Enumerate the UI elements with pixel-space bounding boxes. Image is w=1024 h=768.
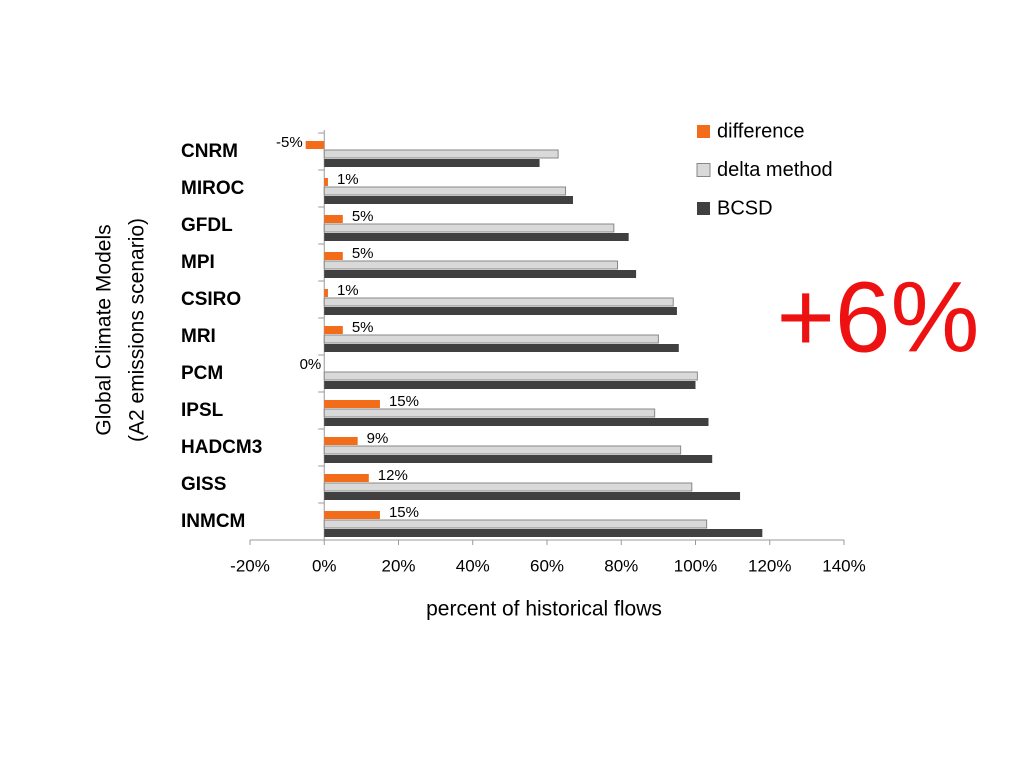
x-tick-label: 100% (674, 556, 717, 575)
bar (324, 159, 540, 167)
bar (324, 529, 763, 537)
y-tick-label: CSIRO (181, 289, 241, 310)
bar (323, 445, 682, 455)
x-tick-label: 40% (456, 556, 490, 575)
y-tick-label: MIROC (181, 178, 245, 199)
bar (324, 326, 343, 334)
bar (323, 223, 615, 233)
bar (323, 482, 693, 492)
y-tick-label: GFDL (181, 215, 233, 236)
bar (324, 474, 369, 482)
bar (323, 519, 708, 529)
x-tick-label: 80% (604, 556, 638, 575)
value-label: 5% (352, 319, 374, 336)
bar (324, 215, 343, 223)
x-tick-label: 0% (312, 556, 337, 575)
bar (324, 381, 696, 389)
x-tick-label: 120% (748, 556, 791, 575)
value-label: 0% (300, 356, 322, 373)
bar (324, 196, 573, 204)
bar (324, 178, 328, 186)
bar (323, 408, 656, 418)
legend-swatch (696, 163, 711, 177)
y-tick-label: GISS (181, 474, 226, 495)
y-tick-label: MRI (181, 326, 216, 347)
y-axis-label-line: (A2 emissions scenario) (126, 218, 149, 442)
bar (323, 334, 659, 344)
x-tick-label: 20% (381, 556, 415, 575)
bar (323, 297, 674, 307)
value-label: 5% (352, 208, 374, 225)
bar (324, 307, 677, 315)
value-label: 15% (389, 504, 419, 521)
bar (305, 141, 325, 149)
bar (324, 270, 637, 278)
bar (324, 437, 358, 445)
legend-swatch (697, 202, 710, 215)
bar (323, 149, 559, 159)
bar (324, 455, 713, 463)
y-tick-label: INMCM (181, 511, 245, 532)
bar (324, 511, 380, 519)
bar (323, 260, 619, 270)
y-tick-label: MPI (181, 252, 215, 273)
bar (323, 186, 567, 196)
value-label: 12% (378, 467, 408, 484)
value-label: 15% (389, 393, 419, 410)
value-label: -5% (276, 134, 303, 151)
y-tick-label: CNRM (181, 141, 238, 162)
bar (324, 400, 380, 408)
legend-label: delta method (717, 159, 833, 181)
legend-label: BCSD (717, 197, 773, 219)
y-axis-label-line: Global Climate Models (93, 224, 116, 435)
annotation: +6% (777, 261, 980, 373)
value-label: 1% (337, 282, 359, 299)
x-tick-label: -20% (230, 556, 270, 575)
bar (324, 289, 328, 297)
legend-label: difference (717, 120, 804, 142)
x-axis-label: percent of historical flows (426, 598, 662, 621)
bar (324, 233, 629, 241)
value-label: 9% (367, 430, 389, 447)
bar (323, 371, 698, 381)
legend-swatch (697, 125, 710, 138)
bar (324, 252, 343, 260)
y-axis-label: Global Climate Models (A2 emissions scen… (93, 218, 149, 442)
bar (324, 418, 709, 426)
value-label: 5% (352, 245, 374, 262)
x-tick-label: 140% (822, 556, 865, 575)
value-label: 1% (337, 171, 359, 188)
y-tick-label: IPSL (181, 400, 224, 421)
y-tick-label: HADCM3 (181, 437, 262, 458)
bar (324, 492, 741, 500)
x-tick-label: 60% (530, 556, 564, 575)
bar (324, 344, 679, 352)
y-tick-label: PCM (181, 363, 223, 384)
